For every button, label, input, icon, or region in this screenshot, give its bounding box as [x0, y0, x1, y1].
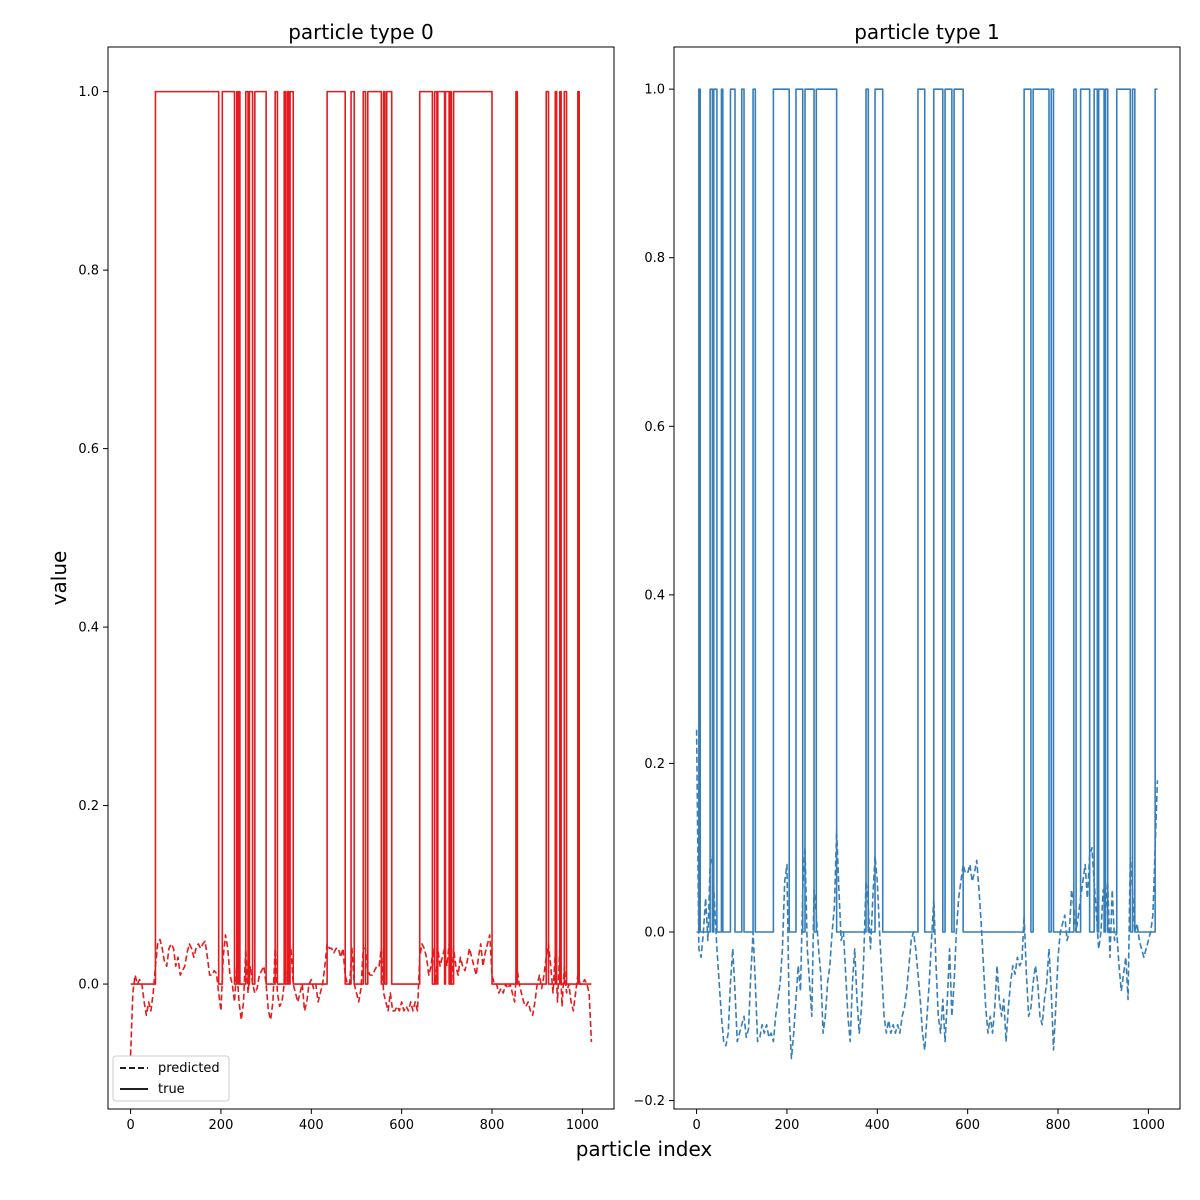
plot-area-type-0: [129, 90, 593, 1056]
x-tick-label: 200: [775, 1118, 800, 1133]
x-tick-label: 0: [692, 1118, 700, 1133]
legend: predicted true: [112, 1055, 230, 1102]
chart-panel-type-1: 0 200 400 600 800 1000−0.20.00.20.40.60.81.0 …: [633, 20, 1181, 1133]
x-tick-label: 1000: [566, 1118, 599, 1133]
x-tick-label: 600: [955, 1118, 980, 1133]
y-tick-label: 0.6: [78, 442, 99, 457]
y-tick-label: 1.0: [644, 83, 665, 98]
y-tick-label: 0.8: [644, 251, 665, 266]
x-tick-label: 400: [299, 1118, 324, 1133]
ticks-type-1: 0 200 400 600 800 1000 −0.2 0.0 0.2 0.4 0.6 0.8 1.0: [633, 83, 1165, 1133]
y-tick-label: 1.0: [78, 85, 99, 100]
axes-frame-type-0: [107, 46, 615, 1110]
x-axis-label: particle index: [576, 1137, 713, 1161]
series-true-line-type-1: [696, 88, 1158, 933]
ticks-type-0: 0 200 400 600 800 1000 0.0 0.2 0.4 0.6 0.8 1.0: [78, 85, 599, 1133]
y-tick-label: 0.6: [644, 420, 665, 435]
legend-label-true: true: [158, 1082, 185, 1097]
chart-title-type-1: particle type 1: [854, 20, 1000, 44]
x-tick-label: 600: [389, 1118, 414, 1133]
chart-panel-type-0: 0 200 400 600 800 1000 0.0 0.2 0.4 0.6 0.8 1.0 part…: [78, 20, 615, 1133]
x-tick-label: 800: [1046, 1118, 1071, 1133]
y-tick-label: 0.4: [644, 588, 665, 603]
x-tick-label: 0: [126, 1118, 134, 1133]
chart-title-type-0: particle type 0: [288, 20, 434, 44]
y-tick-label: 0.0: [644, 926, 665, 941]
x-tick-label: 1000: [1132, 1118, 1165, 1133]
axes-frame-type-1: [673, 46, 1181, 1110]
y-tick-label: 0.2: [78, 799, 99, 814]
series-true-line-type-0: [130, 90, 592, 985]
x-tick-label: 400: [865, 1118, 890, 1133]
y-tick-label: 0.0: [78, 978, 99, 993]
x-tick-label: 800: [480, 1118, 505, 1133]
y-tick-label: 0.8: [78, 264, 99, 279]
y-axis-label: value: [47, 551, 71, 606]
legend-label-predicted: predicted: [158, 1061, 220, 1076]
y-tick-label: 0.2: [644, 757, 665, 772]
y-tick-label: −0.2: [633, 1094, 665, 1109]
y-tick-label: 0.4: [78, 621, 99, 636]
series-predicted-line-type-1: [695, 729, 1159, 1060]
plot-area-type-1: [695, 88, 1159, 1060]
series-predicted-line-type-0: [129, 934, 593, 1056]
x-tick-label: 200: [209, 1118, 234, 1133]
